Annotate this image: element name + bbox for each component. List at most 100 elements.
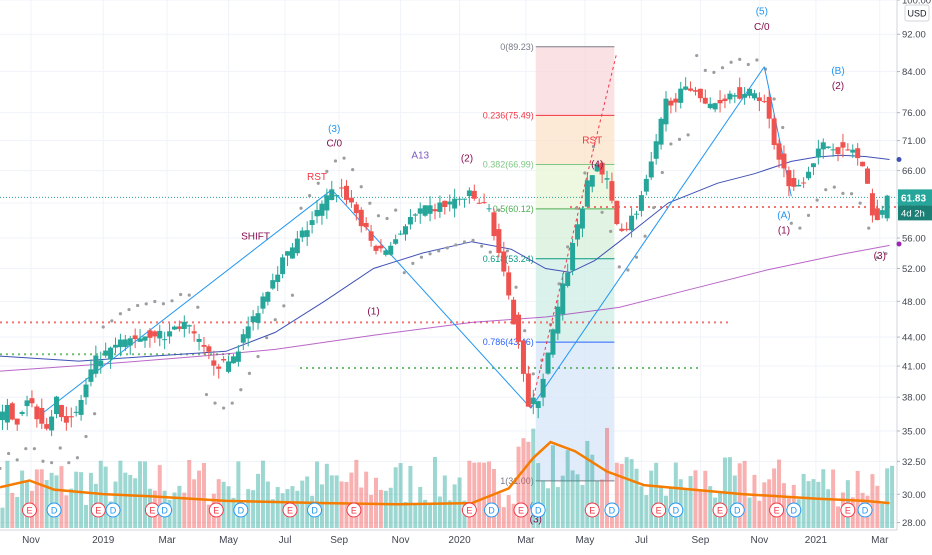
volume-bar xyxy=(182,492,187,528)
candle-body xyxy=(152,331,158,337)
volume-bar xyxy=(683,489,688,528)
volume-bar xyxy=(506,495,511,528)
volume-bar xyxy=(49,472,54,528)
sar-dot xyxy=(617,265,621,269)
sar-dot xyxy=(471,238,475,242)
volume-bar xyxy=(482,462,487,528)
candle-body xyxy=(9,403,15,420)
candle-body xyxy=(697,88,703,99)
fib-zone xyxy=(535,115,615,165)
candle-body xyxy=(334,195,340,197)
candle-body xyxy=(491,212,497,237)
dividend-marker xyxy=(484,502,500,518)
sar-dot xyxy=(806,213,811,217)
volume-bar xyxy=(629,459,634,528)
volume-bar xyxy=(315,461,320,528)
price-axis-background xyxy=(897,0,932,550)
candle-body xyxy=(39,407,45,424)
candle-body xyxy=(191,331,197,334)
sar-dot xyxy=(428,252,432,256)
volume-bar xyxy=(5,460,10,528)
candle-body xyxy=(722,98,728,102)
trend-line xyxy=(530,66,765,409)
volume-bar xyxy=(231,497,236,528)
earnings-marker xyxy=(21,502,37,518)
volume-bar xyxy=(688,476,693,528)
price-tick-label: 66.00 xyxy=(902,166,926,177)
candle-body xyxy=(742,94,748,98)
candle-body xyxy=(216,366,222,369)
volume-bar xyxy=(123,472,128,528)
volume-bar xyxy=(826,489,831,528)
price-candles xyxy=(0,77,890,437)
earnings-marker xyxy=(513,502,529,518)
candle-body xyxy=(206,346,212,352)
candle-body xyxy=(673,98,679,103)
sar-dot xyxy=(686,133,690,137)
candle-body xyxy=(437,202,443,212)
sar-dot xyxy=(652,206,656,210)
wave-annotation: (5) xyxy=(756,7,768,18)
dividend-marker xyxy=(530,502,546,518)
candle-body xyxy=(88,369,94,382)
volume-bar xyxy=(432,457,437,528)
volume-bar xyxy=(133,478,138,528)
earnings-marker xyxy=(840,502,856,518)
sar-dot xyxy=(660,170,664,175)
sar-dot xyxy=(626,268,630,272)
volume-bar xyxy=(172,492,177,528)
candle-body xyxy=(747,88,753,96)
volume-bar xyxy=(816,481,821,528)
volume-bar xyxy=(388,487,393,528)
candle-body xyxy=(285,251,291,256)
candle-body xyxy=(624,228,630,230)
currency-button[interactable]: USD xyxy=(904,4,930,22)
volume-bar xyxy=(673,462,678,528)
candle-body xyxy=(339,187,345,189)
candle-body xyxy=(412,214,418,216)
price-tick-label: 48.00 xyxy=(902,297,926,308)
sar-dot xyxy=(462,240,467,244)
candle-body xyxy=(461,198,467,200)
wave-annotation: (1) xyxy=(367,306,379,317)
sar-dot xyxy=(858,201,862,205)
time-axis-background xyxy=(0,530,932,550)
candle-body xyxy=(176,326,182,329)
candle-body xyxy=(830,149,836,151)
fib-level-label: 0.236(75.49) xyxy=(483,110,534,120)
event-marker-label: D xyxy=(673,506,680,516)
wave-annotation: C/0 xyxy=(754,22,770,33)
volume-bar xyxy=(600,479,605,528)
candle-body xyxy=(299,230,305,238)
volume-bar xyxy=(614,462,619,528)
event-marker-label: D xyxy=(311,506,318,516)
volume-bar xyxy=(467,460,472,528)
earnings-marker xyxy=(90,502,106,518)
volume-bar xyxy=(423,499,428,528)
candle-body xyxy=(83,384,89,398)
sar-dot xyxy=(0,466,2,471)
wave-annotation: C/0 xyxy=(326,138,342,149)
volume-bar xyxy=(737,463,742,528)
sar-dot xyxy=(308,193,312,198)
dividend-marker xyxy=(157,502,173,518)
wave-annotation: RST xyxy=(582,136,602,147)
candle-body xyxy=(304,230,310,237)
volume-bar xyxy=(541,480,546,528)
candle-body xyxy=(653,141,659,159)
candle-body xyxy=(255,313,261,323)
time-tick-label: Sep xyxy=(330,535,348,546)
price-tick-label: 76.00 xyxy=(902,108,926,119)
candle-body xyxy=(545,352,551,374)
volume-bar xyxy=(801,473,806,528)
wave-annotation: SHIFT xyxy=(241,232,270,243)
candle-body xyxy=(275,274,281,282)
candle-body xyxy=(221,359,227,361)
candle-body xyxy=(579,208,585,229)
candle-body xyxy=(457,198,463,200)
dividend-marker xyxy=(233,502,249,518)
candle-body xyxy=(815,148,821,158)
volume-bar xyxy=(452,484,457,528)
